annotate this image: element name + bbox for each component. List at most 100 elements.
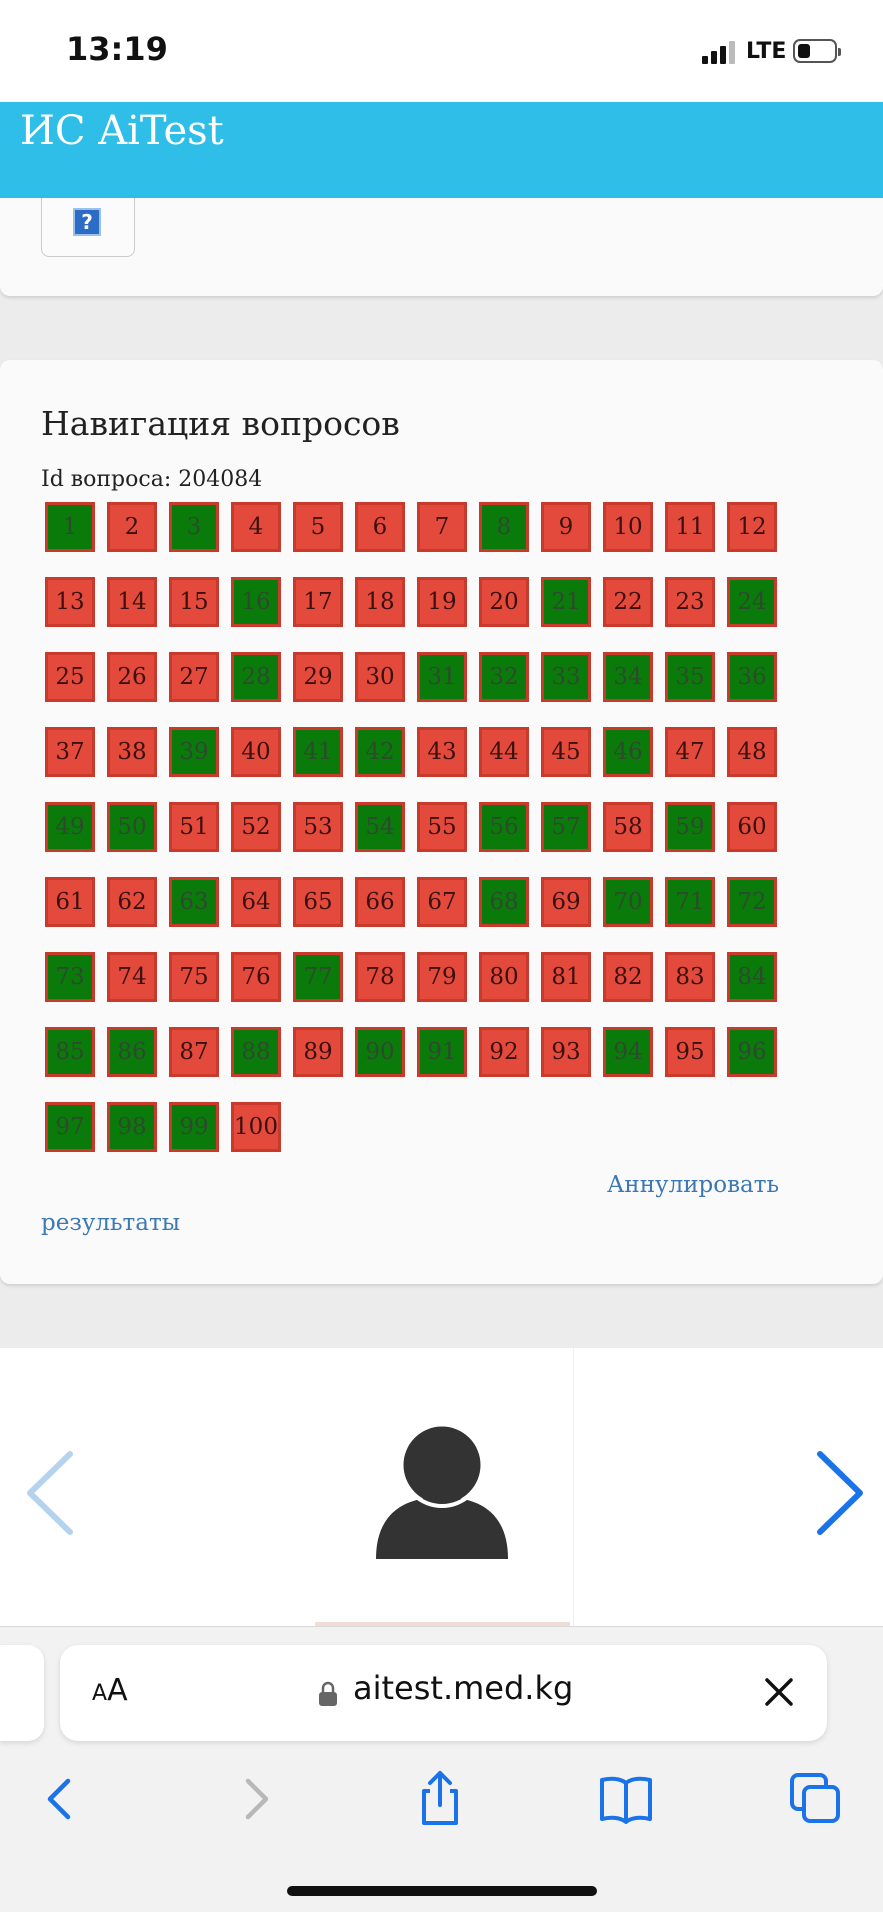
question-button-10[interactable]: 10 (603, 502, 653, 552)
question-button-3[interactable]: 3 (169, 502, 219, 552)
question-button-24[interactable]: 24 (727, 577, 777, 627)
question-button-8[interactable]: 8 (479, 502, 529, 552)
question-button-92[interactable]: 92 (479, 1027, 529, 1077)
question-button-37[interactable]: 37 (45, 727, 95, 777)
question-button-97[interactable]: 97 (45, 1102, 95, 1152)
previous-tab-peek[interactable] (0, 1645, 44, 1741)
question-button-33[interactable]: 33 (541, 652, 591, 702)
question-button-40[interactable]: 40 (231, 727, 281, 777)
question-button-61[interactable]: 61 (45, 877, 95, 927)
question-button-94[interactable]: 94 (603, 1027, 653, 1077)
question-button-35[interactable]: 35 (665, 652, 715, 702)
question-button-4[interactable]: 4 (231, 502, 281, 552)
question-button-69[interactable]: 69 (541, 877, 591, 927)
question-button-56[interactable]: 56 (479, 802, 529, 852)
question-button-2[interactable]: 2 (107, 502, 157, 552)
question-button-95[interactable]: 95 (665, 1027, 715, 1077)
app-title[interactable]: ИС AiTest (20, 108, 224, 154)
question-button-70[interactable]: 70 (603, 877, 653, 927)
question-button-17[interactable]: 17 (293, 577, 343, 627)
cancel-results-link-cont[interactable]: результаты (41, 1210, 181, 1236)
question-button-62[interactable]: 62 (107, 877, 157, 927)
question-button-78[interactable]: 78 (355, 952, 405, 1002)
question-button-85[interactable]: 85 (45, 1027, 95, 1077)
question-button-66[interactable]: 66 (355, 877, 405, 927)
question-button-75[interactable]: 75 (169, 952, 219, 1002)
question-button-88[interactable]: 88 (231, 1027, 281, 1077)
question-button-22[interactable]: 22 (603, 577, 653, 627)
question-button-59[interactable]: 59 (665, 802, 715, 852)
question-button-38[interactable]: 38 (107, 727, 157, 777)
close-icon[interactable] (762, 1675, 796, 1709)
question-button-11[interactable]: 11 (665, 502, 715, 552)
question-button-68[interactable]: 68 (479, 877, 529, 927)
question-button-80[interactable]: 80 (479, 952, 529, 1002)
chevron-left-icon[interactable] (22, 1448, 82, 1538)
question-button-13[interactable]: 13 (45, 577, 95, 627)
question-button-32[interactable]: 32 (479, 652, 529, 702)
question-button-43[interactable]: 43 (417, 727, 467, 777)
question-button-73[interactable]: 73 (45, 952, 95, 1002)
question-button-7[interactable]: 7 (417, 502, 467, 552)
question-button-50[interactable]: 50 (107, 802, 157, 852)
question-button-26[interactable]: 26 (107, 652, 157, 702)
question-button-76[interactable]: 76 (231, 952, 281, 1002)
question-button-93[interactable]: 93 (541, 1027, 591, 1077)
question-button-51[interactable]: 51 (169, 802, 219, 852)
question-button-9[interactable]: 9 (541, 502, 591, 552)
tabs-icon[interactable] (784, 1767, 848, 1831)
question-button-89[interactable]: 89 (293, 1027, 343, 1077)
question-button-28[interactable]: 28 (231, 652, 281, 702)
question-button-23[interactable]: 23 (665, 577, 715, 627)
question-button-1[interactable]: 1 (45, 502, 95, 552)
question-button-100[interactable]: 100 (231, 1102, 281, 1152)
question-button-16[interactable]: 16 (231, 577, 281, 627)
question-button-96[interactable]: 96 (727, 1027, 777, 1077)
question-button-46[interactable]: 46 (603, 727, 653, 777)
question-button-52[interactable]: 52 (231, 802, 281, 852)
question-button-60[interactable]: 60 (727, 802, 777, 852)
question-button-45[interactable]: 45 (541, 727, 591, 777)
question-button-54[interactable]: 54 (355, 802, 405, 852)
question-button-67[interactable]: 67 (417, 877, 467, 927)
question-button-74[interactable]: 74 (107, 952, 157, 1002)
question-button-53[interactable]: 53 (293, 802, 343, 852)
question-button-30[interactable]: 30 (355, 652, 405, 702)
question-button-47[interactable]: 47 (665, 727, 715, 777)
question-button-71[interactable]: 71 (665, 877, 715, 927)
text-size-button[interactable]: AA (92, 1673, 128, 1708)
question-button-86[interactable]: 86 (107, 1027, 157, 1077)
help-button[interactable]: ? (41, 198, 135, 257)
question-button-55[interactable]: 55 (417, 802, 467, 852)
question-button-5[interactable]: 5 (293, 502, 343, 552)
question-button-20[interactable]: 20 (479, 577, 529, 627)
question-button-42[interactable]: 42 (355, 727, 405, 777)
question-button-98[interactable]: 98 (107, 1102, 157, 1152)
question-button-58[interactable]: 58 (603, 802, 653, 852)
question-button-79[interactable]: 79 (417, 952, 467, 1002)
bookmarks-icon[interactable] (594, 1767, 658, 1831)
question-button-72[interactable]: 72 (727, 877, 777, 927)
question-button-39[interactable]: 39 (169, 727, 219, 777)
question-button-12[interactable]: 12 (727, 502, 777, 552)
question-button-99[interactable]: 99 (169, 1102, 219, 1152)
question-button-25[interactable]: 25 (45, 652, 95, 702)
address-bar[interactable]: AA aitest.med.kg (60, 1645, 827, 1741)
question-button-64[interactable]: 64 (231, 877, 281, 927)
question-button-48[interactable]: 48 (727, 727, 777, 777)
question-button-6[interactable]: 6 (355, 502, 405, 552)
question-button-91[interactable]: 91 (417, 1027, 467, 1077)
question-button-18[interactable]: 18 (355, 577, 405, 627)
question-button-90[interactable]: 90 (355, 1027, 405, 1077)
forward-icon[interactable] (222, 1767, 286, 1831)
question-button-34[interactable]: 34 (603, 652, 653, 702)
chevron-right-icon[interactable] (808, 1448, 868, 1538)
question-button-44[interactable]: 44 (479, 727, 529, 777)
question-button-21[interactable]: 21 (541, 577, 591, 627)
share-icon[interactable] (408, 1767, 472, 1831)
back-icon[interactable] (30, 1767, 94, 1831)
question-button-83[interactable]: 83 (665, 952, 715, 1002)
question-button-14[interactable]: 14 (107, 577, 157, 627)
question-button-49[interactable]: 49 (45, 802, 95, 852)
question-button-29[interactable]: 29 (293, 652, 343, 702)
